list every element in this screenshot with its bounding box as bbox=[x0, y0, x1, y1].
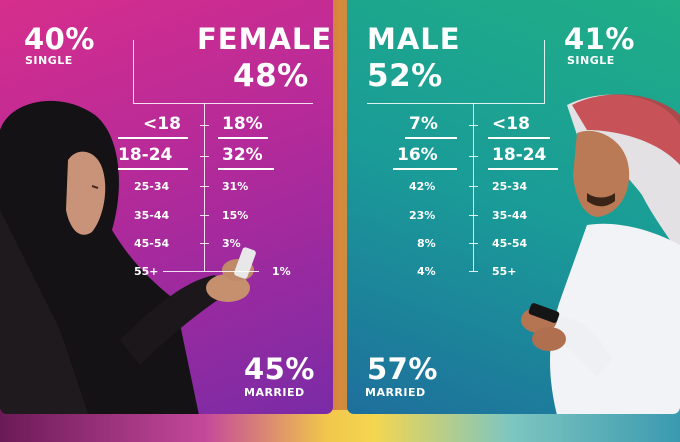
female-tick-35-44 bbox=[200, 215, 209, 216]
male-age-under18: <18 bbox=[492, 114, 530, 134]
background-bottom-strip bbox=[0, 410, 680, 442]
female-single-connector bbox=[133, 40, 134, 103]
female-single-percent: 40% bbox=[24, 22, 95, 56]
female-age-45-54: 45-54 bbox=[134, 237, 170, 250]
female-value-18-24: 32% bbox=[222, 145, 263, 165]
male-age-18-24: 18-24 bbox=[492, 145, 547, 165]
male-single-connector bbox=[544, 40, 545, 103]
male-value-18-24: 16% bbox=[397, 145, 438, 165]
male-married-label: MARRIED bbox=[365, 386, 426, 399]
male-age-45-54: 45-54 bbox=[492, 237, 528, 250]
male-tick-45-54 bbox=[469, 243, 478, 244]
female-underline-18-24 bbox=[118, 168, 188, 170]
female-value-under18: 18% bbox=[222, 114, 263, 134]
male-age-25-34: 25-34 bbox=[492, 180, 528, 193]
male-underline-value-under18 bbox=[405, 137, 457, 139]
female-tick-45-54 bbox=[200, 243, 209, 244]
female-panel: 40% SINGLE FEMALE 48% <18 18% 18-24 32% … bbox=[0, 0, 333, 414]
male-tick-under18 bbox=[469, 125, 478, 126]
man-figure bbox=[521, 94, 680, 414]
female-age-35-44: 35-44 bbox=[134, 209, 170, 222]
male-value-45-54: 8% bbox=[417, 237, 436, 250]
female-tick-18-24 bbox=[200, 156, 209, 157]
female-bracket-horizontal bbox=[133, 103, 313, 104]
male-bracket-horizontal bbox=[367, 103, 545, 104]
female-title: FEMALE bbox=[197, 22, 333, 56]
woman-figure bbox=[0, 100, 256, 414]
female-percent: 48% bbox=[233, 58, 309, 94]
female-center-axis bbox=[204, 103, 205, 271]
male-title: MALE bbox=[367, 22, 461, 56]
female-age-18-24: 18-24 bbox=[118, 145, 173, 165]
male-age-35-44: 35-44 bbox=[492, 209, 528, 222]
female-underline-value-18-24 bbox=[218, 168, 274, 170]
male-tick-18-24 bbox=[469, 156, 478, 157]
male-tick-35-44 bbox=[469, 215, 478, 216]
female-value-35-44: 15% bbox=[222, 209, 249, 222]
female-married-percent: 45% bbox=[244, 352, 315, 386]
female-value-55plus: 1% bbox=[272, 265, 291, 278]
male-underline-value-18-24 bbox=[393, 168, 457, 170]
female-tick-under18 bbox=[200, 125, 209, 126]
male-underline-18-24 bbox=[488, 168, 558, 170]
female-value-45-54: 3% bbox=[222, 237, 241, 250]
male-value-55plus: 4% bbox=[417, 265, 436, 278]
female-tick-25-34 bbox=[200, 186, 209, 187]
female-value-25-34: 31% bbox=[222, 180, 249, 193]
male-single-percent: 41% bbox=[564, 22, 635, 56]
male-underline-under18 bbox=[488, 137, 550, 139]
female-age-25-34: 25-34 bbox=[134, 180, 170, 193]
male-percent: 52% bbox=[367, 58, 443, 94]
male-panel: MALE 52% 41% SINGLE 7% <18 16% 18-24 42%… bbox=[347, 0, 680, 414]
male-value-under18: 7% bbox=[409, 114, 438, 134]
female-married-label: MARRIED bbox=[244, 386, 305, 399]
female-single-label: SINGLE bbox=[25, 54, 73, 67]
male-single-label: SINGLE bbox=[567, 54, 615, 67]
male-age-55plus: 55+ bbox=[492, 265, 517, 278]
male-tick-55plus bbox=[469, 271, 478, 272]
female-underline-value-under18 bbox=[218, 137, 268, 139]
female-age-under18: <18 bbox=[143, 114, 181, 134]
male-value-35-44: 23% bbox=[409, 209, 436, 222]
female-55-connector bbox=[163, 271, 259, 272]
male-married-percent: 57% bbox=[367, 352, 438, 386]
male-center-axis bbox=[473, 103, 474, 271]
female-underline-under18 bbox=[118, 137, 188, 139]
female-age-55plus: 55+ bbox=[134, 265, 159, 278]
male-tick-25-34 bbox=[469, 186, 478, 187]
male-value-25-34: 42% bbox=[409, 180, 436, 193]
